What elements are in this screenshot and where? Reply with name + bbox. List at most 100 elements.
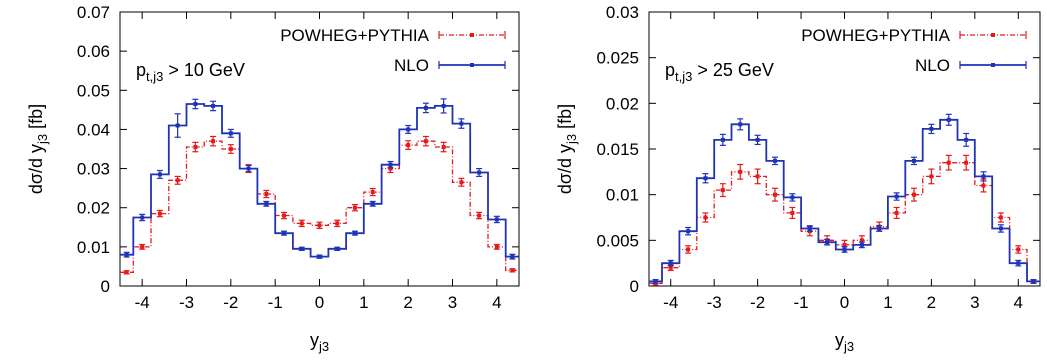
x-tick-label: -3: [179, 293, 194, 312]
data-point: [825, 240, 830, 245]
y-tick-label: 0.04: [77, 120, 110, 139]
x-tick-label: -1: [268, 293, 283, 312]
series-step-line: [120, 140, 519, 273]
data-point: [406, 127, 411, 132]
data-point: [755, 174, 760, 179]
x-tick-label: 3: [448, 293, 457, 312]
data-point: [946, 117, 951, 122]
data-point: [998, 215, 1003, 220]
y-tick-label: 0.03: [77, 160, 110, 179]
data-point: [946, 160, 951, 165]
data-point: [510, 254, 515, 259]
data-point: [738, 122, 743, 127]
data-point: [441, 103, 446, 108]
data-point: [157, 172, 162, 177]
data-point: [228, 147, 233, 151]
chart-panel-1: 0 0.01 0.02 0.03 0.04 0.05 0.06 0.07 -4 -3 -2 -1 0 1 2…: [26, 3, 520, 354]
y-tick-label: 0.01: [606, 186, 639, 205]
data-point: [1031, 279, 1036, 284]
legend: POWHEG+PYTHIA NLO: [801, 26, 1027, 75]
x-tick-label: -2: [223, 293, 238, 312]
legend-label: NLO: [915, 56, 950, 75]
data-point: [264, 201, 269, 206]
data-point: [859, 238, 864, 243]
data-point: [755, 137, 760, 142]
legend-swatch-point: [991, 63, 995, 67]
data-point: [772, 158, 777, 163]
legend-swatch-point: [470, 33, 474, 37]
data-point: [370, 201, 375, 206]
data-point: [842, 247, 847, 252]
data-point: [124, 252, 129, 257]
plot-frame: [119, 11, 520, 287]
data-point: [370, 190, 375, 195]
data-point: [859, 242, 864, 247]
data-point: [140, 215, 145, 220]
data-point: [441, 145, 446, 150]
data-point: [477, 213, 482, 218]
data-point: [264, 192, 269, 197]
data-point: [790, 195, 795, 200]
data-point: [1016, 261, 1021, 266]
y-tick-label: 0.07: [77, 3, 110, 22]
data-point: [772, 192, 777, 197]
legend: POWHEG+PYTHIA NLO: [280, 26, 506, 75]
cut-annotation: pt,j3 > 25 GeV: [665, 60, 774, 84]
x-tick-label: -2: [750, 293, 765, 312]
data-point: [423, 105, 428, 110]
data-point: [929, 174, 934, 179]
data-point: [894, 194, 899, 199]
data-point: [317, 254, 322, 259]
data-point: [720, 188, 725, 193]
chart-panel-2: 0 0.005 0.01 0.015 0.02 0.025 0.03 -4 -3 -2 -1 0 1 2 3…: [555, 3, 1041, 354]
data-point: [790, 210, 795, 215]
data-point: [894, 210, 899, 215]
data-point: [282, 231, 287, 236]
data-point: [423, 139, 428, 144]
data-point: [459, 180, 464, 185]
x-tick-label: 2: [403, 293, 412, 312]
legend-label: NLO: [394, 56, 429, 75]
data-point: [211, 139, 216, 144]
y-axis-label: dσ/d yj3 [fb]: [555, 104, 579, 194]
data-point: [388, 166, 393, 171]
y-tick-label: 0.02: [606, 94, 639, 113]
cut-annotation: pt,j3 > 10 GeV: [136, 60, 245, 84]
data-point: [299, 221, 304, 226]
data-point: [335, 221, 340, 226]
data-point: [720, 137, 725, 142]
data-point: [193, 145, 198, 150]
y-tick-label: 0.005: [596, 231, 639, 250]
x-tick-label: 4: [1014, 293, 1023, 312]
data-point: [842, 242, 847, 247]
data-point: [653, 279, 658, 284]
data-point: [157, 211, 162, 216]
data-point: [406, 143, 411, 148]
data-point: [807, 226, 812, 231]
data-point: [964, 137, 969, 142]
legend-label: POWHEG+PYTHIA: [280, 26, 429, 45]
data-point: [246, 166, 251, 171]
data-point: [929, 126, 934, 131]
x-tick-label: 1: [359, 293, 368, 312]
y-axis-label: dσ/d yj3 [fb]: [26, 104, 50, 194]
x-tick-label: 2: [927, 293, 936, 312]
data-point: [1016, 247, 1021, 252]
x-tick-label: 4: [492, 293, 501, 312]
x-tick-label: 0: [315, 293, 324, 312]
data-point: [335, 246, 340, 251]
y-tick-label: 0.03: [606, 3, 639, 22]
data-point: [738, 169, 743, 174]
data-point: [686, 247, 691, 252]
data-point: [494, 244, 499, 249]
x-tick-label: -3: [707, 293, 722, 312]
x-axis-label: yj3: [835, 330, 854, 354]
y-tick-label: 0.02: [77, 199, 110, 218]
data-point: [981, 183, 986, 188]
x-tick-label: -4: [663, 293, 678, 312]
data-point: [352, 231, 357, 236]
data-point: [124, 270, 129, 275]
y-tick-label: 0.01: [77, 238, 110, 257]
data-point: [998, 226, 1003, 231]
